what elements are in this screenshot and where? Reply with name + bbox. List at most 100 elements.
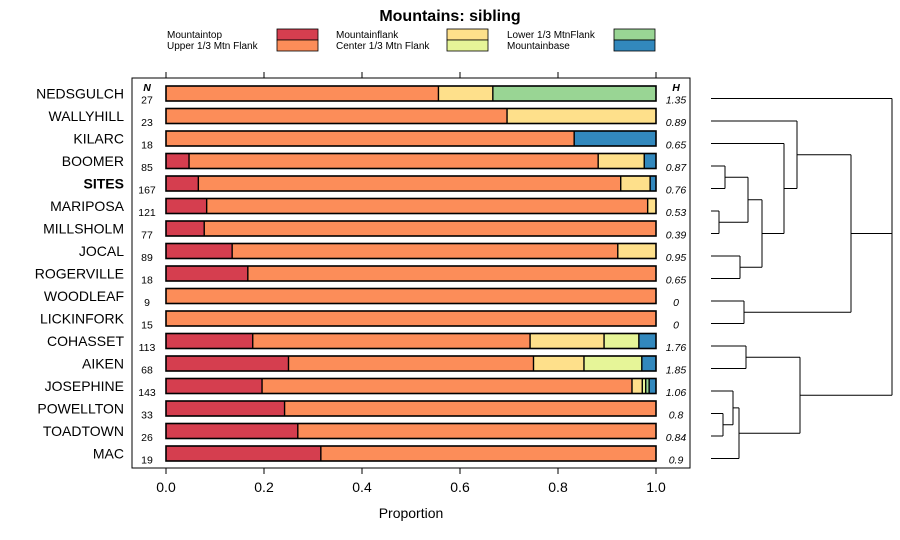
site-label-kilarc: KILARC [73, 131, 124, 147]
bar-segment-upper-1-3-mtn-flank [206, 198, 648, 214]
h-value: 0.8 [669, 410, 684, 422]
legend-label-mountaintop: Mountaintop [167, 30, 222, 41]
legend-swatch-mountainflank [446, 28, 489, 41]
h-value: 0.65 [666, 140, 687, 152]
bar-outline [165, 265, 657, 282]
site-label-josephine: JOSEPHINE [45, 378, 124, 394]
bar-segment-mountaintop [166, 378, 263, 394]
legend-label-lower-1-3-mtnflank: Lower 1/3 MtnFlank [507, 30, 596, 41]
bar-segment-mountaintop [166, 221, 205, 236]
plot-frame [131, 77, 691, 469]
site-label-mariposa: MARIPOSA [50, 198, 125, 214]
bar-segment-upper-1-3-mtn-flank [252, 333, 531, 349]
bar-row-josephine [165, 377, 657, 395]
bar-segment-mountainflank [631, 378, 643, 394]
x-tick-label: 0.4 [352, 479, 372, 495]
bar-segment-mountaintop [166, 243, 233, 259]
x-tick-label: 0.0 [156, 479, 176, 495]
legend-swatch-upper-1-3-mtn-flank [276, 39, 319, 52]
h-value: 1.35 [666, 95, 687, 107]
bar-segment-mountaintop [166, 333, 253, 349]
n-column-header: N [143, 82, 151, 94]
bar-row-boomer [165, 152, 657, 170]
site-label-toadtown: TOADTOWN [43, 423, 124, 439]
bar-row-lickinfork [165, 310, 657, 327]
bar-outline [165, 85, 657, 102]
n-value: 19 [141, 455, 153, 467]
bar-outline [165, 242, 657, 260]
x-tick-label: 1.0 [646, 479, 666, 495]
bar-segment-mountainflank [438, 86, 493, 101]
h-value: 0.87 [666, 162, 688, 174]
h-value: 0.84 [666, 432, 687, 444]
bar-segment-upper-1-3-mtn-flank [166, 108, 508, 124]
n-value: 68 [141, 365, 153, 377]
bar-outline [165, 197, 657, 215]
bar-row-millsholm [165, 220, 657, 237]
legend-label-mountainflank: Mountainflank [336, 30, 399, 41]
bar-segment-mountaintop [166, 356, 289, 371]
x-tick-label: 0.8 [548, 479, 568, 495]
legend-swatch-lower-1-3-mtnflank [613, 28, 656, 41]
n-value: 15 [141, 320, 153, 332]
h-column-header: H [672, 82, 680, 94]
n-value: 113 [139, 342, 156, 354]
legend-swatch-mountainbase [613, 39, 656, 52]
bar-row-toadtown [165, 422, 657, 440]
site-label-aiken: AIKEN [82, 356, 124, 372]
n-value: 9 [144, 297, 150, 309]
bar-segment-mountaintop [166, 176, 199, 191]
bar-outline [165, 355, 657, 372]
bar-segment-mountaintop [166, 266, 248, 281]
bar-row-wallyhill [165, 107, 657, 125]
bar-segment-mountainflank [507, 108, 656, 124]
bar-segment-upper-1-3-mtn-flank [204, 221, 656, 236]
n-value: 143 [138, 387, 156, 399]
bar-segment-mountainflank [598, 153, 645, 169]
n-value: 121 [138, 207, 156, 219]
bar-row-aiken [165, 355, 657, 372]
n-value: 77 [141, 230, 153, 242]
n-value: 33 [141, 410, 153, 422]
bar-segment-upper-1-3-mtn-flank [284, 401, 656, 416]
bar-segment-upper-1-3-mtn-flank [297, 423, 656, 439]
bar-segment-mountainflank [530, 333, 605, 349]
site-label-cohasset: COHASSET [47, 333, 124, 349]
bar-segment-mountainbase [641, 356, 656, 371]
bar-segment-center-1-3-mtn-flank [583, 356, 642, 371]
bar-segment-mountainbase [638, 333, 656, 349]
bar-outline [165, 332, 657, 350]
bar-outline [165, 445, 657, 462]
bar-outline [165, 400, 657, 417]
n-value: 26 [141, 432, 153, 444]
bar-row-powellton [165, 400, 657, 417]
h-value: 1.85 [666, 365, 687, 377]
h-value: 1.06 [666, 387, 687, 399]
site-label-lickinfork: LICKINFORK [40, 311, 125, 327]
bar-segment-mountaintop [166, 198, 207, 214]
h-value: 0 [673, 297, 679, 309]
bar-row-jocal [165, 242, 657, 260]
h-value: 1.76 [666, 342, 687, 354]
bar-outline [165, 220, 657, 237]
bar-segment-upper-1-3-mtn-flank [247, 266, 656, 281]
site-label-rogerville: ROGERVILLE [35, 266, 124, 282]
site-label-boomer: BOOMER [62, 153, 124, 169]
bar-segment-mountaintop [166, 423, 298, 439]
n-value: 27 [141, 95, 153, 107]
bar-segment-upper-1-3-mtn-flank [166, 131, 575, 146]
site-label-woodleaf: WOODLEAF [44, 288, 124, 304]
h-value: 0.9 [669, 455, 684, 467]
legend-label-mountainbase: Mountainbase [507, 41, 570, 52]
bar-segment-upper-1-3-mtn-flank [198, 176, 621, 191]
site-label-powellton: POWELLTON [37, 401, 124, 417]
h-value: 0.95 [666, 252, 687, 264]
bar-row-woodleaf [165, 287, 657, 305]
bar-row-sites [165, 175, 657, 192]
legend-label-center-1-3-mtn-flank: Center 1/3 Mtn Flank [336, 41, 430, 52]
bar-row-mac [165, 445, 657, 462]
bar-row-nedsgulch [165, 85, 657, 102]
bar-segment-mountainflank [647, 198, 656, 214]
